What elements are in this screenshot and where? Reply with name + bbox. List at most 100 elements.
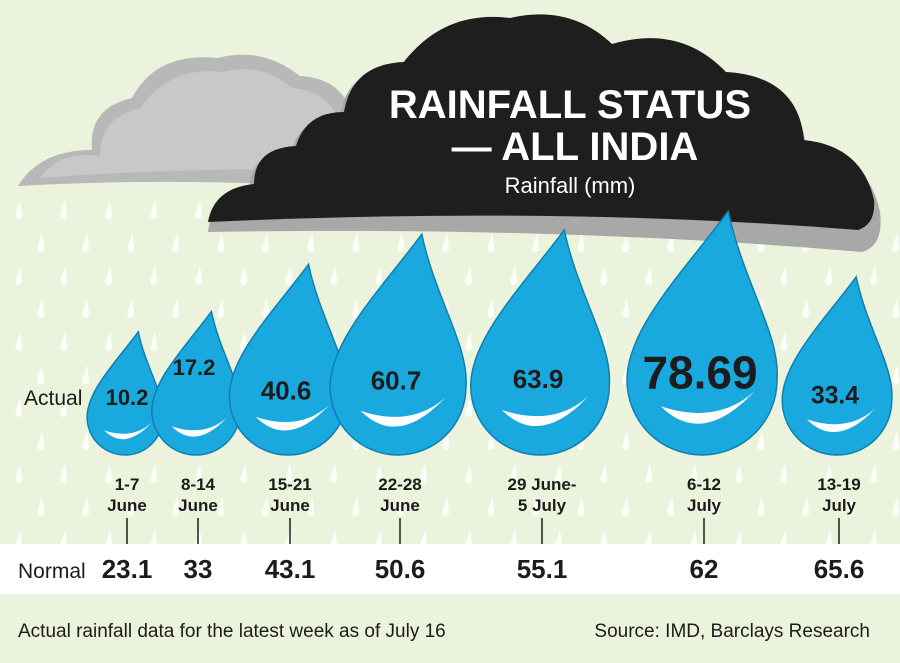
rain-streak [397, 497, 405, 516]
rain-streak [195, 266, 203, 285]
rain-streak [240, 266, 248, 285]
rain-streak [802, 299, 810, 318]
rain-streak [825, 464, 833, 483]
rain-streak [240, 332, 248, 351]
rain-streak [442, 431, 450, 450]
rain-streak [217, 233, 225, 252]
rain-streak [82, 233, 90, 252]
rain-streak [487, 299, 495, 318]
drop-group: 78.69 6-12 July [626, 209, 778, 544]
actual-value-label: 40.6 [261, 376, 312, 406]
rain-streak [465, 464, 473, 483]
rain-streak [375, 266, 383, 285]
week-label: 22-28 June [378, 475, 421, 515]
rain-streak [667, 497, 675, 516]
rain-streak [105, 464, 113, 483]
subtitle: Rainfall (mm) [505, 173, 636, 198]
rain-streak [285, 464, 293, 483]
drop-highlight [360, 397, 446, 427]
rain-streak [172, 497, 180, 516]
rain-streak [870, 464, 878, 483]
normal-value-label: 23.1 [102, 554, 153, 584]
rain-streak [105, 200, 113, 219]
rain-streak [757, 431, 765, 450]
rain-streak [195, 200, 203, 219]
rain-streak [15, 464, 23, 483]
rain-streak [240, 464, 248, 483]
rain-streak [780, 332, 788, 351]
rain-streak [780, 266, 788, 285]
rain-streak [487, 233, 495, 252]
rain-streak [352, 299, 360, 318]
rain-streak [37, 365, 45, 384]
week-label: 13-19 July [817, 475, 860, 515]
rain-streak [532, 233, 540, 252]
week-label: 1-7 June [107, 475, 147, 515]
drop-group: 63.9 29 June-5 July [469, 228, 611, 544]
normal-value-label: 65.6 [814, 554, 865, 584]
title-line-2: — ALL INDIA [452, 125, 699, 169]
normal-value-label: 50.6 [375, 554, 426, 584]
dark-cloud: RAINFALL STATUS — ALL INDIA Rainfall (mm… [208, 14, 881, 252]
drop-highlight [660, 391, 755, 424]
rain-streak [397, 233, 405, 252]
rain-streak [555, 464, 563, 483]
rain-streak [847, 497, 855, 516]
footnote: Actual rainfall data for the latest week… [18, 621, 446, 642]
actual-value-label: 17.2 [173, 355, 216, 380]
actual-value-label: 60.7 [371, 365, 422, 395]
rain-streak [330, 266, 338, 285]
rain-streak [780, 464, 788, 483]
rain-streak [262, 233, 270, 252]
rain-streak [262, 299, 270, 318]
actual-drop [781, 275, 893, 456]
rain-streak [735, 464, 743, 483]
rain-streak [127, 233, 135, 252]
week-label: 29 June-5 July [508, 475, 577, 515]
rain-streak [37, 233, 45, 252]
rain-streak [127, 497, 135, 516]
rain-streak [150, 266, 158, 285]
rain-streak [577, 233, 585, 252]
rain-streak [15, 200, 23, 219]
rain-streak [645, 464, 653, 483]
week-label: 15-21 June [268, 475, 311, 515]
rain-streak [82, 299, 90, 318]
rain-streak [622, 497, 630, 516]
rain-streak [172, 233, 180, 252]
rain-streak [15, 398, 23, 417]
rain-streak [330, 464, 338, 483]
rain-streak [892, 299, 900, 318]
rain-streak [82, 431, 90, 450]
actual-drop [626, 209, 778, 456]
rain-streak [60, 464, 68, 483]
rain-streak [15, 332, 23, 351]
rain-streak [105, 266, 113, 285]
rain-streak [757, 497, 765, 516]
rain-streak [15, 266, 23, 285]
rain-streak [622, 233, 630, 252]
week-label: 8-14 June [178, 475, 218, 515]
rain-streak [532, 497, 540, 516]
drop-highlight [171, 417, 227, 437]
rain-streak [802, 497, 810, 516]
drop-highlight [501, 396, 589, 427]
normal-value-label: 55.1 [517, 554, 568, 584]
rain-streak [195, 464, 203, 483]
rain-streak [105, 332, 113, 351]
drop-highlight [104, 422, 152, 440]
rain-streak [712, 497, 720, 516]
rain-streak [352, 233, 360, 252]
rain-streak [892, 365, 900, 384]
actual-value-label: 10.2 [106, 385, 149, 410]
drop-group: 33.4 13-19 July [781, 275, 893, 544]
actual-label: Actual [24, 387, 82, 410]
rain-streak [690, 464, 698, 483]
actual-value-label: 63.9 [513, 364, 564, 394]
rain-streak [622, 431, 630, 450]
drop-group: 40.6 15-21 June [228, 262, 348, 544]
rain-streak [172, 299, 180, 318]
rain-streak [150, 332, 158, 351]
source-note: Source: IMD, Barclays Research [594, 621, 870, 642]
